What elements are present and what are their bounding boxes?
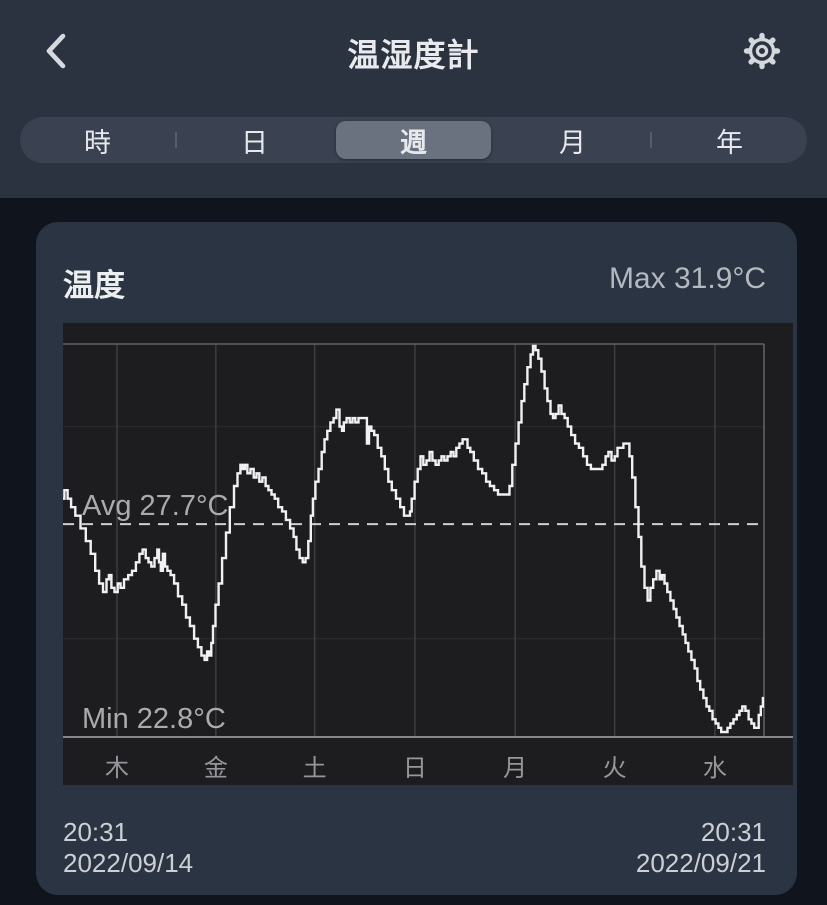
range-end: 20:31 2022/09/21 [636, 818, 766, 877]
range-start: 20:31 2022/09/14 [63, 818, 193, 877]
temperature-line [63, 344, 765, 734]
end-date: 2022/09/21 [635, 848, 766, 878]
tab-year[interactable]: 年 [716, 127, 743, 158]
tab-day[interactable]: 日 [241, 127, 268, 158]
tab-week[interactable]: 週 [336, 121, 491, 159]
tab-hour[interactable]: 時 [84, 127, 111, 158]
max-value-label: Max 31.9°C [608, 262, 766, 295]
day-tick-label: 土 [303, 755, 327, 782]
day-tick-label: 月 [503, 755, 527, 782]
tab-separator [175, 132, 177, 148]
end-time: 20:31 [700, 817, 766, 847]
start-date: 2022/09/14 [63, 848, 194, 878]
nav-bar: 温湿度計 [0, 0, 827, 100]
card-title: 温度 [63, 268, 125, 303]
settings-button[interactable] [737, 25, 787, 77]
page-title: 温湿度計 [347, 37, 480, 73]
chart-background [63, 323, 793, 785]
min-label: Min 22.8°C [82, 703, 226, 735]
day-tick-label: 日 [403, 755, 427, 782]
temperature-card: 温度 Max 31.9°C Avg 27.7°C Min 22.8°C 木 金 土 日 月 火… [36, 222, 797, 895]
day-tick-label: 火 [603, 755, 627, 782]
period-segmented-control: 時 日 週 月 年 [20, 117, 807, 163]
tab-month[interactable]: 月 [559, 127, 586, 158]
day-tick-label: 金 [204, 755, 228, 782]
gear-icon [743, 32, 781, 70]
chart-time-range: 20:31 2022/09/14 20:31 2022/09/21 [63, 818, 766, 877]
avg-label: Avg 27.7°C [82, 490, 229, 522]
tab-separator [650, 132, 652, 148]
header: 温湿度計 時 [0, 0, 827, 198]
day-tick-label: 木 [105, 755, 129, 782]
chevron-left-icon [46, 33, 66, 69]
start-time: 20:31 [63, 817, 129, 847]
temperature-chart[interactable]: Avg 27.7°C Min 22.8°C 木 金 土 日 月 火 水 [63, 323, 793, 785]
back-button[interactable] [34, 26, 78, 76]
day-tick-label: 水 [703, 755, 727, 782]
